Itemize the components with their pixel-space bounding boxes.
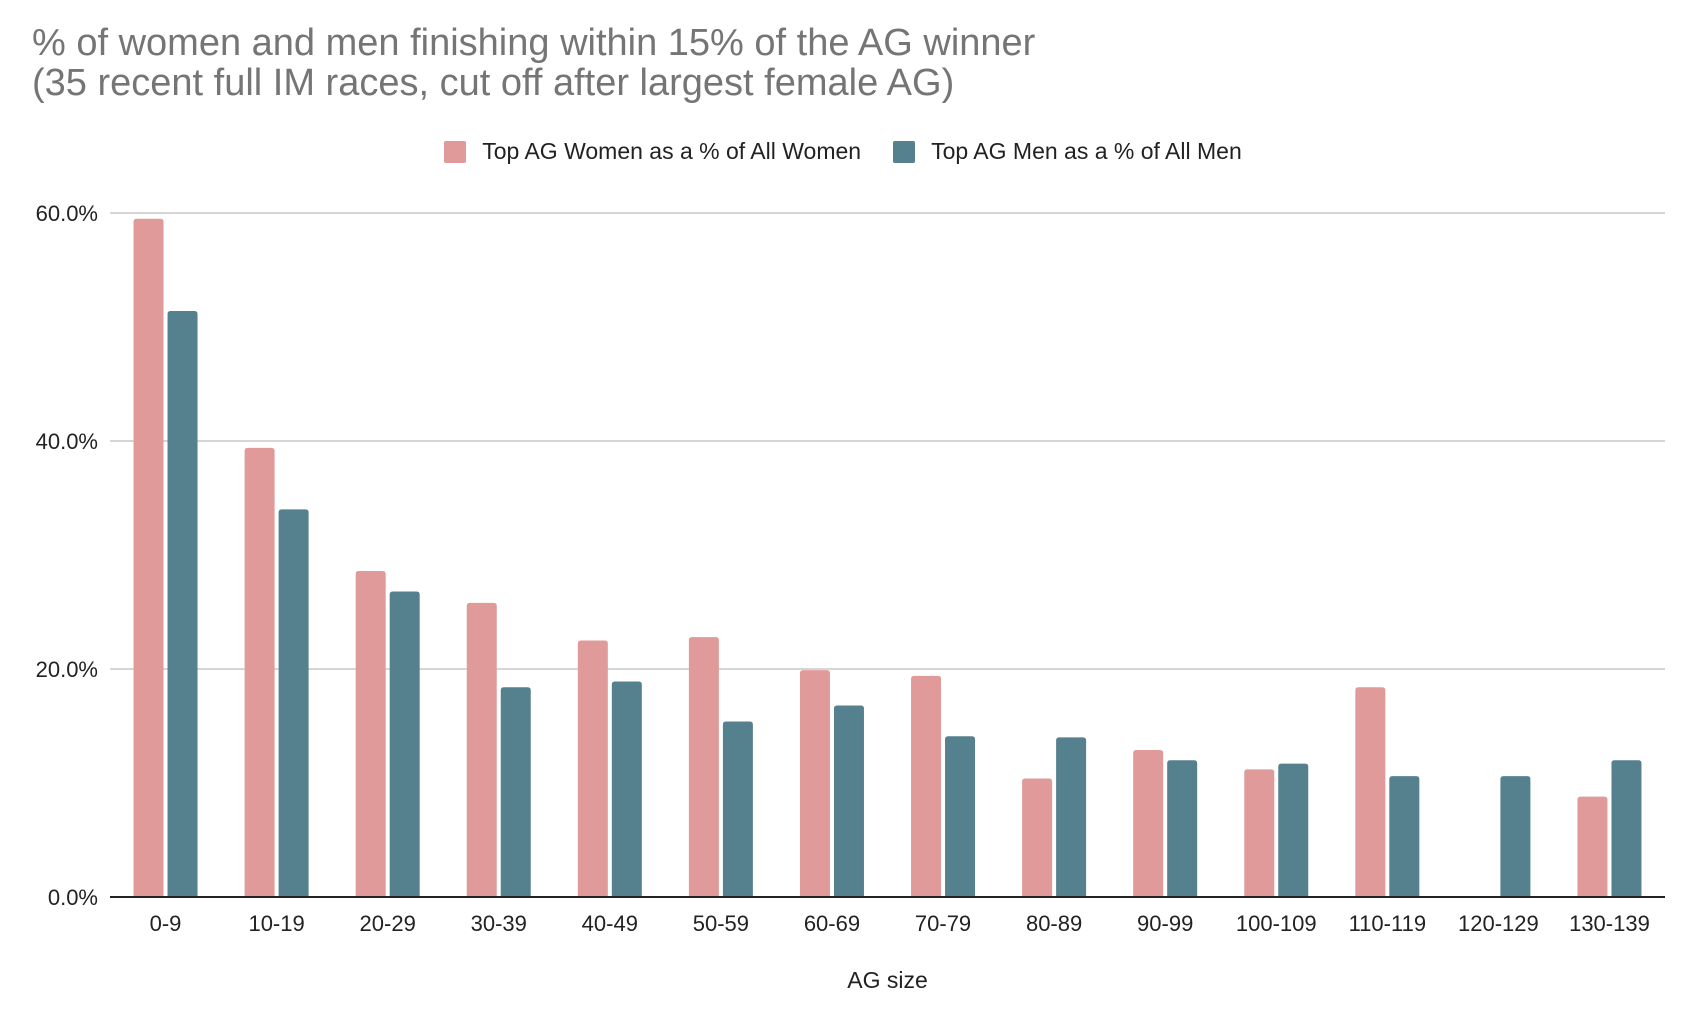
legend-item-women: Top AG Women as a % of All Women (444, 138, 861, 165)
bar-women (1022, 778, 1053, 897)
bar-women (799, 670, 830, 897)
legend: Top AG Women as a % of All Women Top AG … (0, 138, 1686, 165)
bar-men (833, 705, 864, 897)
x-tick-label: 20-29 (360, 911, 416, 936)
bar-men (1500, 776, 1531, 897)
x-tick-label: 0-9 (150, 911, 182, 936)
bar-women (1244, 769, 1275, 897)
bar-women (577, 640, 608, 897)
bar-women (466, 602, 497, 897)
x-tick-label: 110-119 (1349, 911, 1426, 936)
x-tick-label: 90-99 (1137, 911, 1193, 936)
bar-women (133, 218, 164, 897)
bar-men (611, 681, 642, 897)
legend-swatch-women (444, 140, 467, 163)
chart-title: % of women and men finishing within 15% … (32, 22, 1036, 64)
legend-label-women: Top AG Women as a % of All Women (482, 138, 862, 164)
legend-label-men: Top AG Men as a % of All Men (931, 138, 1242, 164)
x-axis-label: AG size (847, 967, 928, 993)
bar-men (167, 311, 198, 897)
bar-men (389, 591, 420, 897)
x-tick-label: 40-49 (582, 911, 638, 936)
bar-men (945, 736, 976, 897)
bar-women (1577, 796, 1608, 897)
bar-women (911, 675, 942, 897)
bar-men (500, 687, 531, 897)
x-tick-label: 130-139 (1569, 911, 1650, 936)
x-tick-label: 50-59 (693, 911, 749, 936)
y-tick-label: 60.0% (36, 201, 98, 226)
y-tick-label: 40.0% (36, 429, 98, 454)
bar-women (1133, 749, 1164, 897)
bar-men (1278, 763, 1309, 897)
bar-men (1056, 737, 1087, 897)
x-tick-label: 70-79 (915, 911, 971, 936)
x-tick-label: 120-129 (1458, 911, 1539, 936)
y-tick-label: 0.0% (48, 885, 98, 910)
legend-swatch-men (893, 140, 916, 163)
y-tick-label: 20.0% (36, 657, 98, 682)
x-tick-label: 60-69 (804, 911, 860, 936)
x-tick-label: 80-89 (1026, 911, 1082, 936)
bar-women (1355, 687, 1386, 897)
bar-men (1167, 760, 1198, 897)
x-tick-label: 10-19 (248, 911, 304, 936)
bar-men (722, 721, 753, 897)
legend-item-men: Top AG Men as a % of All Men (893, 138, 1242, 165)
bar-women (688, 637, 719, 897)
bar-women (355, 570, 386, 897)
x-tick-label: 100-109 (1236, 911, 1317, 936)
chart-subtitle: (35 recent full IM races, cut off after … (32, 62, 955, 104)
bar-men (1389, 776, 1420, 897)
bar-men (278, 509, 309, 897)
bar-women (244, 447, 275, 897)
x-tick-label: 30-39 (471, 911, 527, 936)
bar-men (1611, 760, 1642, 897)
